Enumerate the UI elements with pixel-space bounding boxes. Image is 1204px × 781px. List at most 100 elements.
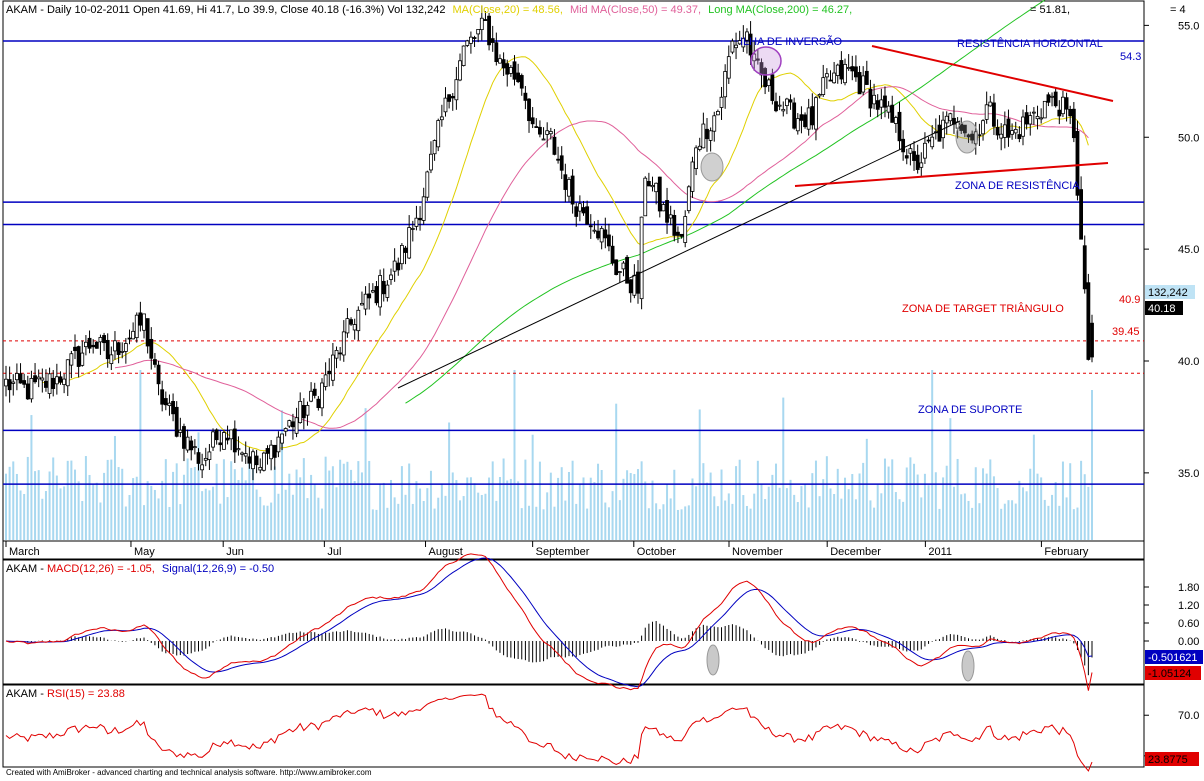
volume-bar [121,468,124,540]
candle-body [799,114,804,121]
candle-body [588,225,593,228]
candle-body [218,442,223,446]
label-54-3: 54.3 [1120,51,1141,63]
volume-bar [1032,434,1035,540]
volume-bar [408,463,411,540]
candle-body [505,63,510,75]
support-trendline-black [397,120,961,389]
volume-bar [437,497,440,540]
volume-bar [713,496,716,540]
volume-bar [379,483,382,540]
candle-body [541,138,546,141]
candle-body [425,171,430,198]
volume-bar [208,490,211,540]
volume-bar [397,503,400,540]
candle-body [33,375,37,383]
candle-body [676,231,680,236]
candle-body [795,118,800,132]
volume-bar [368,460,371,540]
ma20-legend: MA(Close,20) = 48.56, [453,4,563,16]
candle-body [1086,282,1091,360]
month-label: May [134,546,155,558]
candle-body [843,63,847,84]
volume-bar [796,502,799,540]
candle-body [610,245,615,264]
volume-bar [938,508,941,540]
volume-bar [600,469,603,540]
volume-bar [1029,468,1032,540]
volume-bar [81,501,84,540]
volume-bar [589,477,592,540]
volume-bar [124,506,127,540]
month-label: February [1044,546,1089,558]
candle-body [679,233,684,237]
candle-body [1010,130,1014,135]
volume-value-box [1145,285,1195,299]
candle-body [232,428,237,453]
candle-body [766,79,771,87]
candle-body [705,128,709,140]
volume-bar [222,459,225,540]
price-header-top-tick: = 4 [1170,4,1186,16]
volume-bar [498,477,501,540]
volume-bar [350,469,353,540]
volume-bar [132,478,135,540]
candle-body [646,181,651,187]
volume-bar [1011,500,1014,540]
candle-body [196,452,201,464]
volume-bar [789,479,792,540]
candle-body [345,318,350,334]
candle-body [200,464,205,471]
candle-body [91,344,96,348]
volume-bar [182,474,185,540]
candle-body [251,451,255,470]
volume-bar [74,469,77,540]
candle-body [973,131,978,145]
volume-bar [873,507,876,540]
candle-body [897,111,902,142]
macd-tick-label: 1.20 [1178,600,1199,612]
close-value: 40.18 [1148,303,1176,315]
candle-body [240,452,244,455]
close-value-box [1145,301,1183,315]
volume-bar [767,486,770,540]
candle-body [850,66,855,72]
volume-bar [764,499,767,540]
candle-body [625,256,629,284]
volume-bar [291,494,294,540]
volume-bar [742,495,745,540]
ma200-line [405,0,1046,404]
ma50-legend: Mid MA(Close,50) = 49.37, [570,4,701,16]
volume-bar [248,456,251,540]
volume-bar [513,370,516,540]
volume-bar [753,493,756,540]
candle-body [1079,189,1084,240]
volume-bar [1065,497,1068,540]
candle-body [276,436,281,453]
price-tick-label: 35.0 [1178,468,1199,480]
candle-body [323,374,328,387]
volume-bar [331,466,334,540]
candle-body [599,228,604,243]
price-header-extra: = 51.81, [1030,4,1070,16]
volume-bar [905,467,908,540]
volume-bar [989,459,992,540]
candle-body [581,207,586,214]
candle-body [712,115,717,132]
volume-bar [462,496,465,540]
candle-body [69,353,74,366]
volume-bar [117,467,120,540]
candle-body [1082,245,1087,290]
volume-bar [985,473,988,540]
candle-body [381,280,386,295]
candle-body [962,124,967,134]
volume-bar [70,460,73,540]
volume-bar [1047,505,1050,540]
macd-circle-october [706,644,720,676]
volume-bar [353,480,356,540]
candle-body [47,373,52,394]
date-axis-strip [2,540,1145,560]
volume-bar [909,457,912,540]
volume-bar [255,489,258,540]
volume-bar [128,495,131,540]
